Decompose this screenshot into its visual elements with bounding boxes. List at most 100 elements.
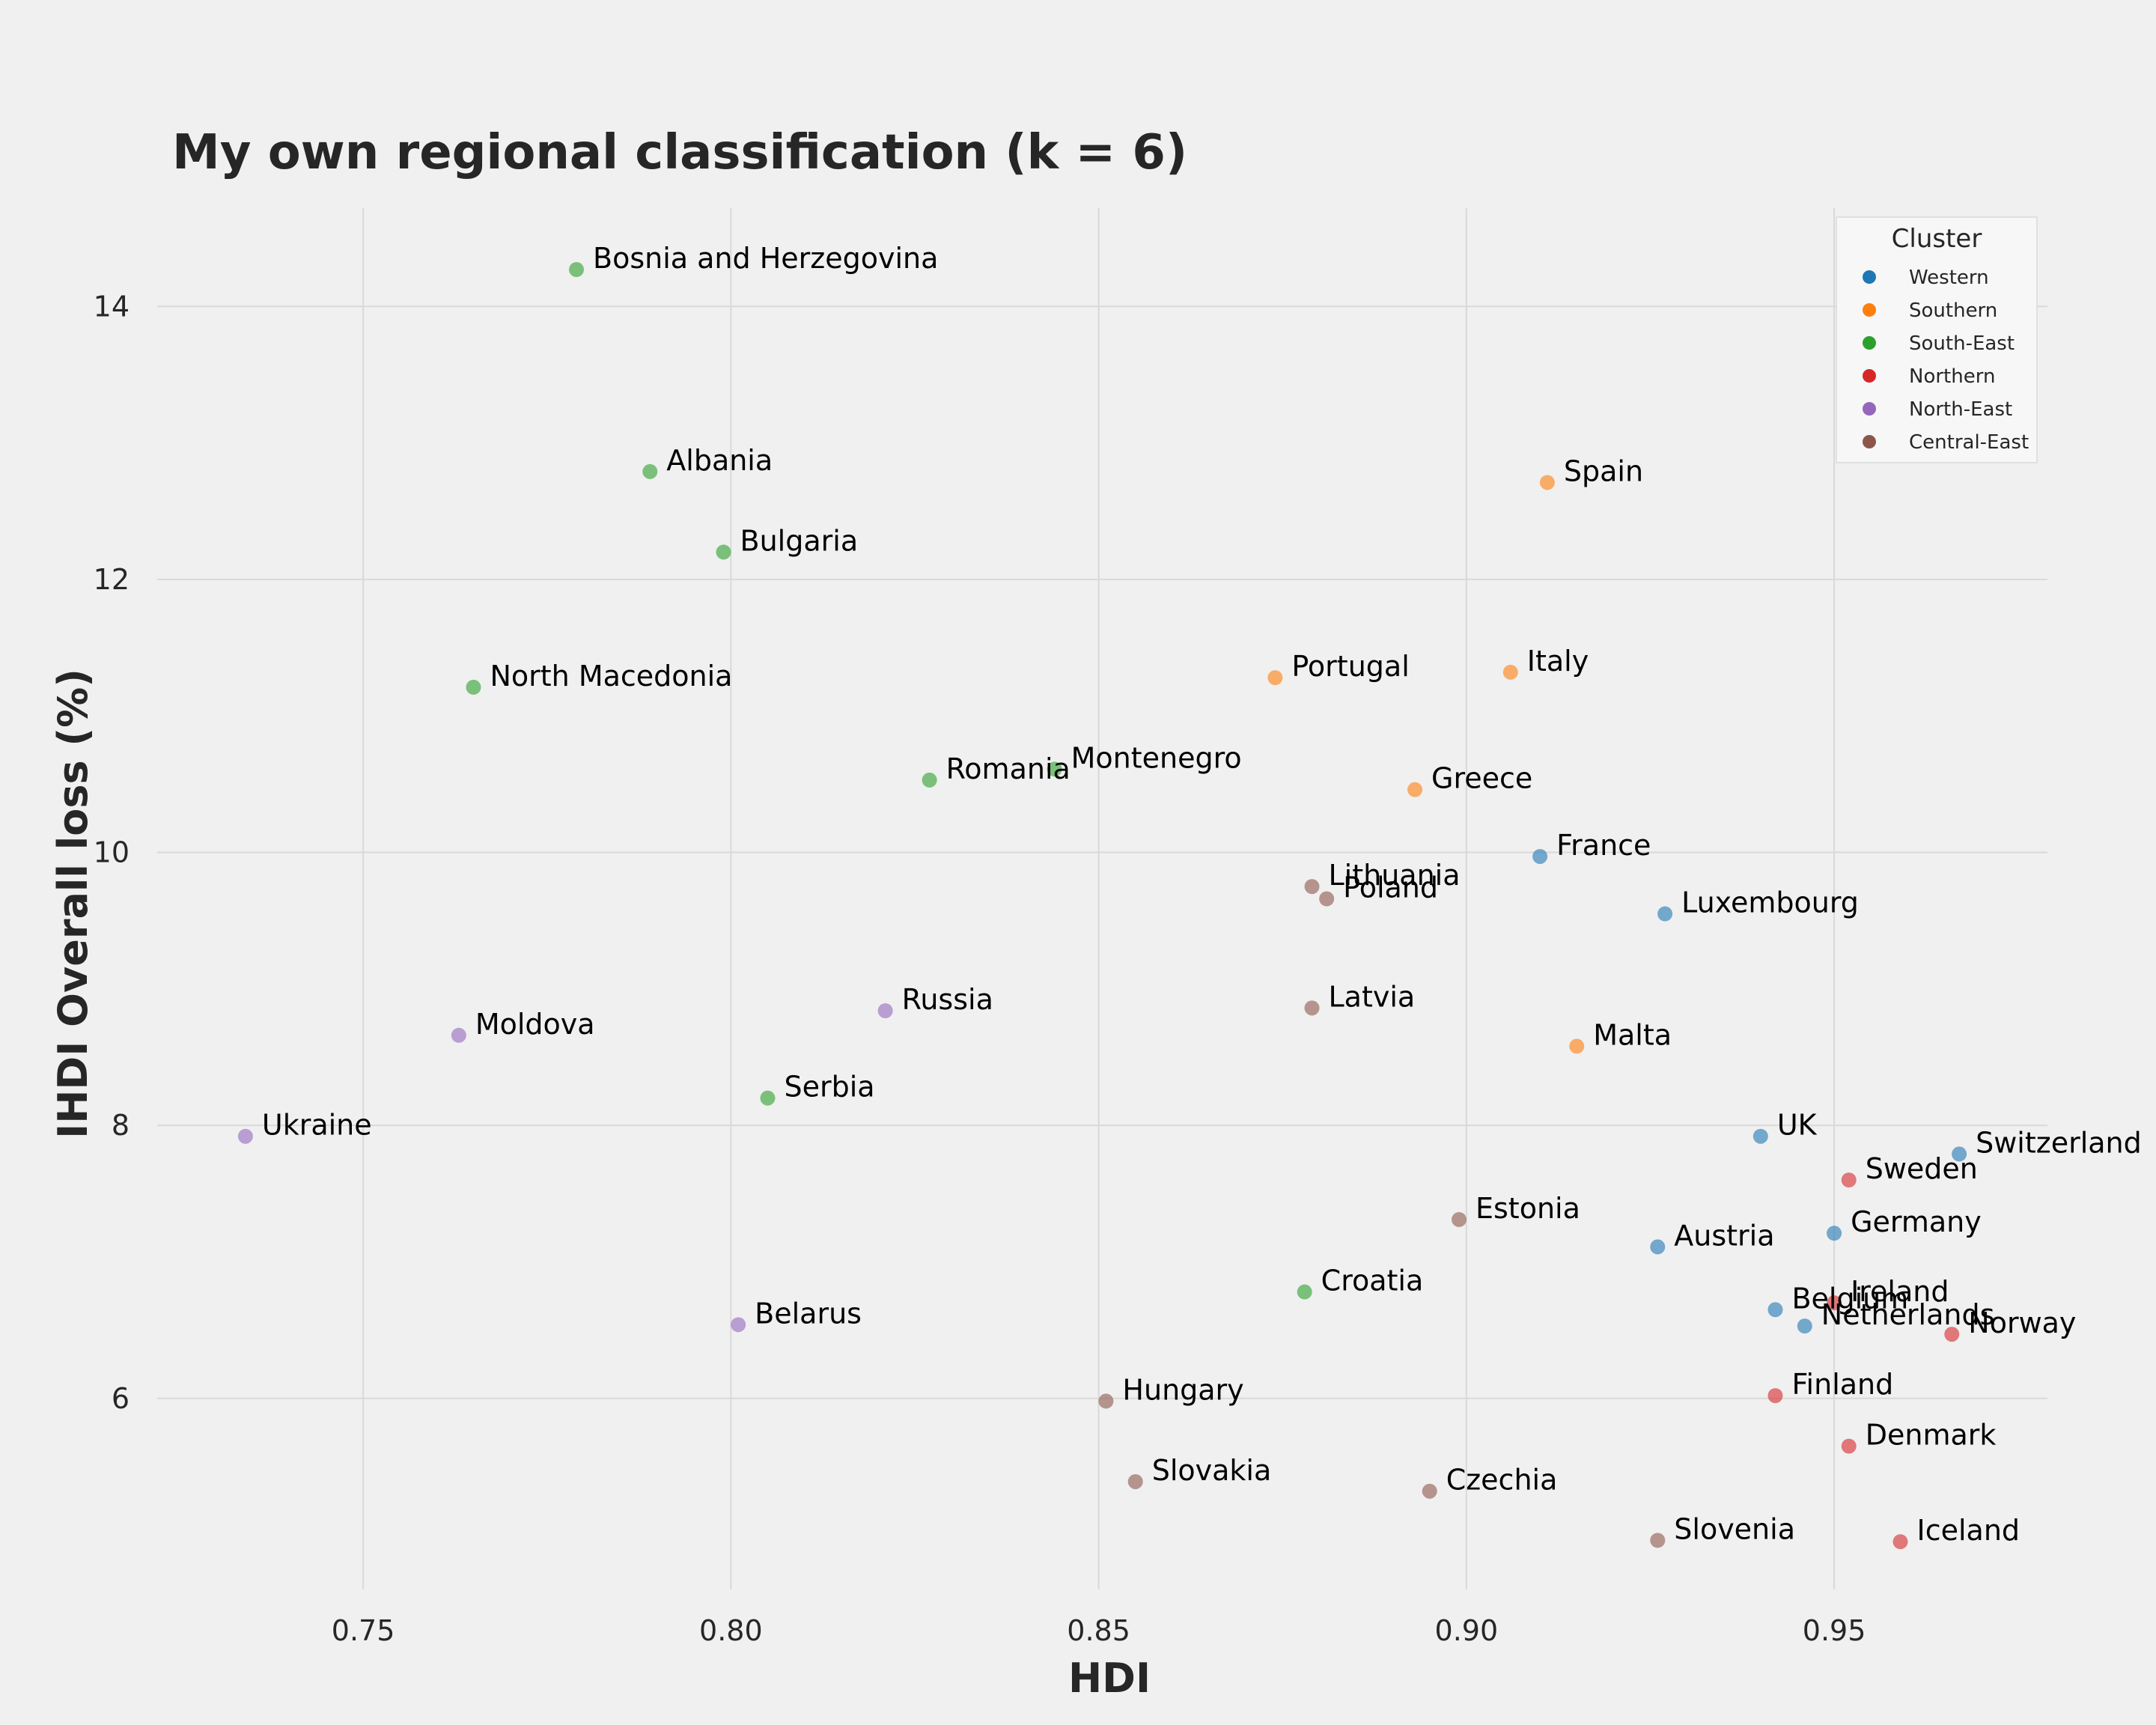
point-label: France — [1556, 829, 1651, 862]
point-label: Bosnia and Herzegovina — [593, 242, 938, 275]
point-label: Estonia — [1476, 1192, 1580, 1225]
legend-entry: South-East — [1909, 332, 2015, 355]
point-label: Luxembourg — [1681, 886, 1859, 919]
data-point — [877, 1003, 893, 1018]
data-point — [642, 463, 658, 479]
x-tick-label: 0.75 — [332, 1614, 395, 1647]
data-point — [1297, 1284, 1312, 1300]
data-point — [569, 262, 585, 278]
y-tick-label: 14 — [94, 290, 130, 323]
data-point — [1650, 1239, 1666, 1255]
y-tick-label: 10 — [94, 836, 130, 869]
point-label: Switzerland — [1976, 1126, 2142, 1159]
point-label: Croatia — [1321, 1265, 1424, 1297]
x-tick-label: 0.80 — [699, 1614, 763, 1647]
point-label: Portugal — [1291, 650, 1409, 683]
data-point — [1319, 891, 1335, 907]
point-label: Netherlands — [1821, 1298, 1995, 1331]
point-label: Belgium — [1791, 1282, 1908, 1315]
y-axis-label: IHDI Overall loss (%) — [49, 669, 97, 1139]
point-label: Moldova — [475, 1008, 595, 1041]
point-label: Finland — [1791, 1368, 1893, 1401]
data-point — [1797, 1318, 1812, 1334]
data-point — [1532, 848, 1548, 864]
data-point — [1752, 1128, 1768, 1144]
data-point — [1827, 1226, 1842, 1241]
point-labels: France Luxembourg UK Switzerland Germany Aust… — [262, 242, 2142, 1547]
point-label: Bulgaria — [740, 524, 859, 557]
y-tick-label: 6 — [112, 1382, 130, 1415]
legend-title: Cluster — [1892, 224, 1982, 254]
data-point — [1098, 1393, 1114, 1409]
data-point — [731, 1317, 746, 1333]
data-point — [1452, 1211, 1467, 1227]
x-tick-label: 0.85 — [1067, 1614, 1130, 1647]
point-label: Sweden — [1866, 1152, 1978, 1185]
legend-marker — [1863, 435, 1876, 448]
legend-entry: Southern — [1909, 299, 1997, 322]
x-tick-label: 0.90 — [1435, 1614, 1499, 1647]
legend-marker — [1863, 336, 1876, 350]
point-label: North Macedonia — [490, 660, 732, 693]
data-point — [466, 679, 481, 695]
chart-title: My own regional classification (k = 6) — [172, 125, 1187, 180]
data-point — [1767, 1388, 1783, 1404]
point-label: Poland — [1343, 871, 1438, 904]
data-points — [237, 262, 1967, 1550]
data-point — [1127, 1473, 1143, 1489]
point-label: Hungary — [1122, 1373, 1243, 1406]
point-label: Iceland — [1917, 1514, 2021, 1547]
point-label: Russia — [902, 983, 993, 1016]
point-label: Denmark — [1866, 1419, 1997, 1452]
legend-entry: Western — [1909, 267, 1989, 289]
data-point — [1841, 1438, 1857, 1454]
point-label: Slovakia — [1152, 1454, 1272, 1487]
point-label: Italy — [1527, 645, 1589, 678]
x-axis-label: HDI — [1068, 1655, 1151, 1702]
legend: Cluster Western Southern South-East Norther… — [1836, 216, 2038, 463]
data-point — [1304, 1000, 1320, 1016]
point-label: Slovenia — [1674, 1512, 1795, 1545]
point-label: Spain — [1564, 454, 1643, 487]
data-point — [716, 544, 731, 560]
data-point — [1267, 670, 1283, 686]
data-point — [1767, 1302, 1783, 1318]
data-point — [1304, 879, 1320, 895]
data-point — [1422, 1483, 1437, 1499]
point-label: Germany — [1851, 1205, 1982, 1238]
data-point — [1650, 1533, 1666, 1548]
data-point — [1047, 761, 1062, 777]
point-label: Czechia — [1446, 1464, 1558, 1497]
data-point — [760, 1090, 776, 1106]
legend-entry: Central-East — [1909, 431, 2029, 454]
point-label: Romania — [946, 752, 1071, 785]
y-tick-label: 8 — [112, 1109, 130, 1142]
point-label: Ukraine — [262, 1109, 372, 1142]
data-point — [1952, 1146, 1967, 1162]
legend-marker — [1863, 369, 1876, 383]
point-label: Ireland — [1851, 1275, 1949, 1308]
data-point — [1944, 1327, 1960, 1342]
legend-marker — [1863, 270, 1876, 284]
point-label: Lithuania — [1329, 859, 1461, 892]
point-label: Latvia — [1329, 980, 1416, 1013]
point-label: Greece — [1431, 762, 1532, 795]
legend-entry: Northern — [1909, 365, 1995, 388]
data-point — [922, 772, 937, 788]
point-label: Austria — [1674, 1219, 1774, 1252]
data-point — [1407, 782, 1423, 797]
point-label: Montenegro — [1071, 741, 1242, 774]
y-tick-label: 12 — [94, 563, 130, 596]
point-label: Malta — [1593, 1018, 1672, 1051]
data-point — [1569, 1038, 1585, 1054]
legend-marker — [1863, 303, 1876, 317]
data-point — [1841, 1172, 1857, 1188]
legend-items: Western Southern South-East Northern North-E… — [1863, 267, 2029, 454]
axis-ticks: 0.75 0.80 0.85 0.90 0.95 6 8 10 12 14 — [94, 290, 1866, 1647]
point-label: Albania — [666, 444, 773, 477]
point-label: UK — [1777, 1109, 1818, 1142]
legend-marker — [1863, 402, 1876, 416]
data-point — [237, 1128, 253, 1144]
